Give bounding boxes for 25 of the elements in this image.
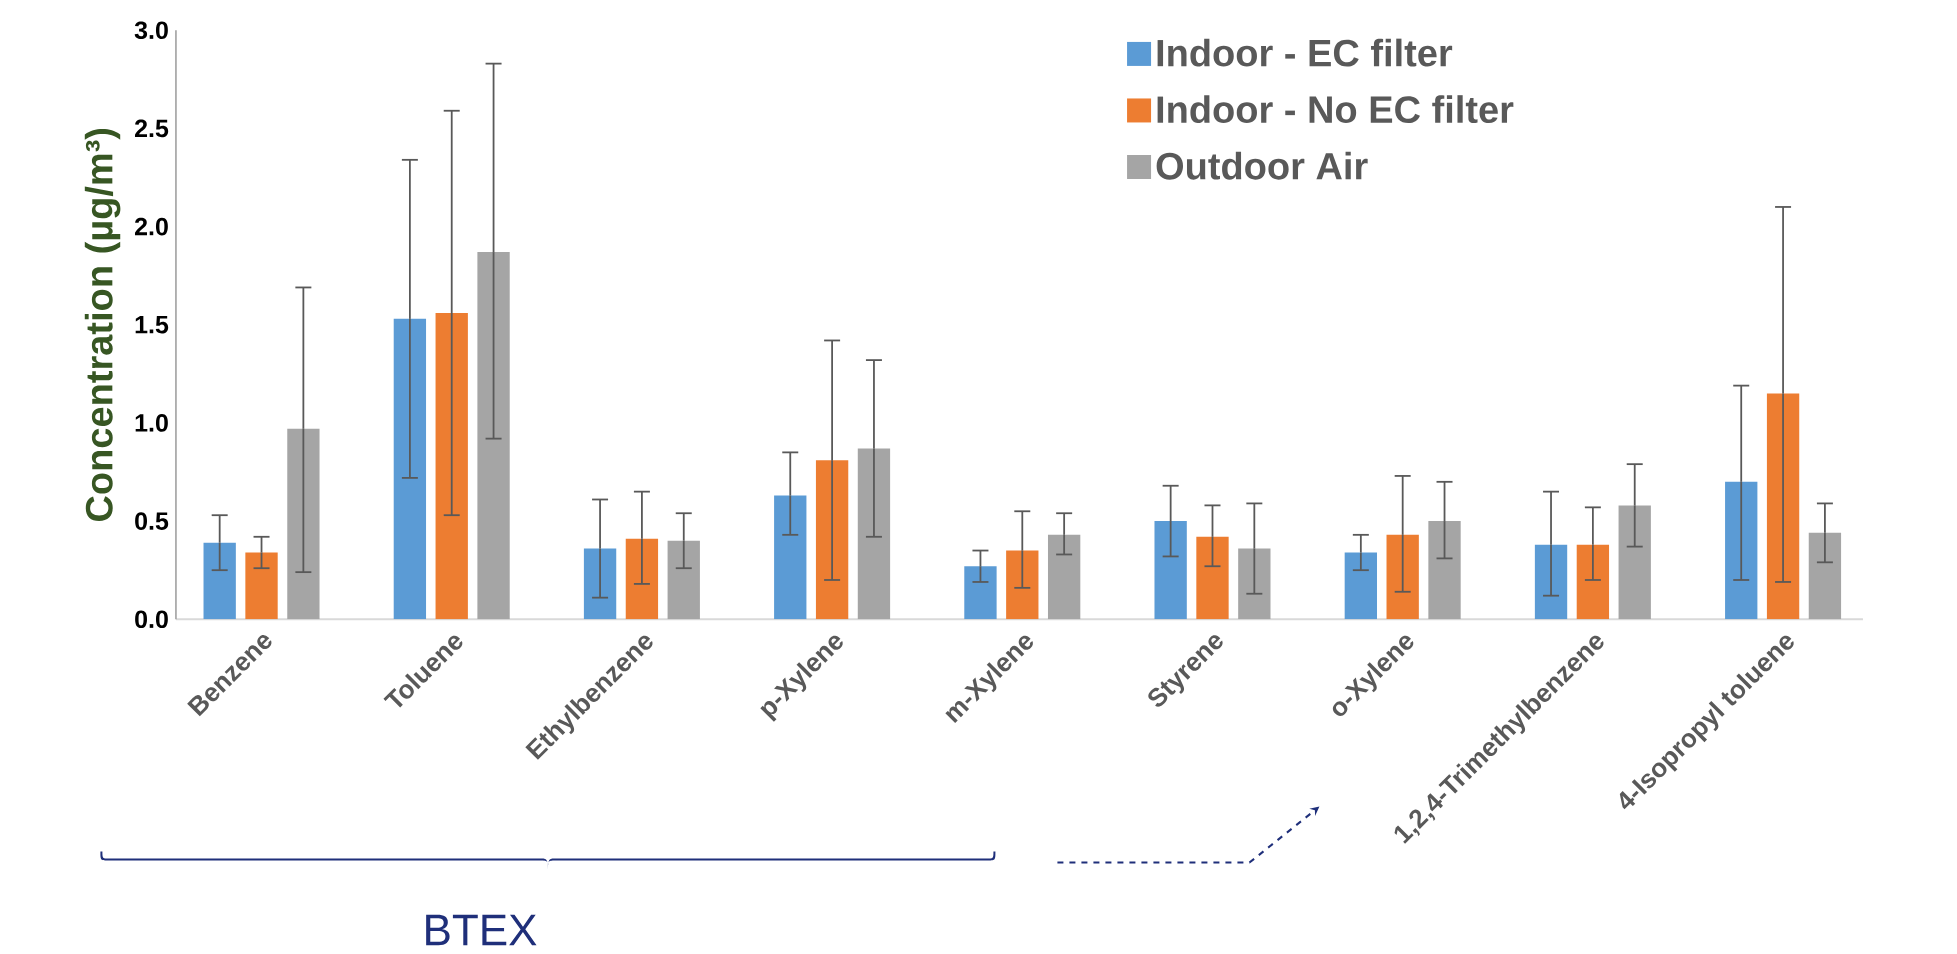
y-tick-label: 1.0	[135, 414, 168, 432]
bar	[245, 552, 278, 620]
bar	[1618, 505, 1651, 620]
bar	[203, 542, 236, 620]
bar	[1154, 521, 1187, 620]
legend-label: Indoor - No EC filter	[1157, 95, 1514, 124]
bar	[1428, 521, 1461, 620]
legend-label: Outdoor Air	[1156, 151, 1368, 180]
y-tick-label: 3.0	[134, 21, 168, 40]
bar	[1047, 534, 1081, 620]
bar	[1808, 532, 1842, 620]
y-tick-label: 0.0	[135, 610, 168, 629]
legend-label: Indoor - EC filter	[1157, 38, 1453, 67]
y-tick-label: 2.0	[135, 217, 168, 236]
bar	[964, 566, 997, 620]
bar	[667, 540, 700, 620]
bar	[1196, 536, 1229, 620]
bar	[1576, 544, 1610, 620]
bar	[774, 495, 807, 620]
bar	[1344, 552, 1378, 620]
y-tick-label: 2.5	[135, 119, 169, 138]
y-tick-label: 1.5	[135, 316, 169, 334]
y-tick-label: 0.5	[135, 512, 169, 530]
text: BTEX	[426, 914, 537, 946]
y-axis-title: Concentration (µg/m³)	[84, 128, 121, 521]
